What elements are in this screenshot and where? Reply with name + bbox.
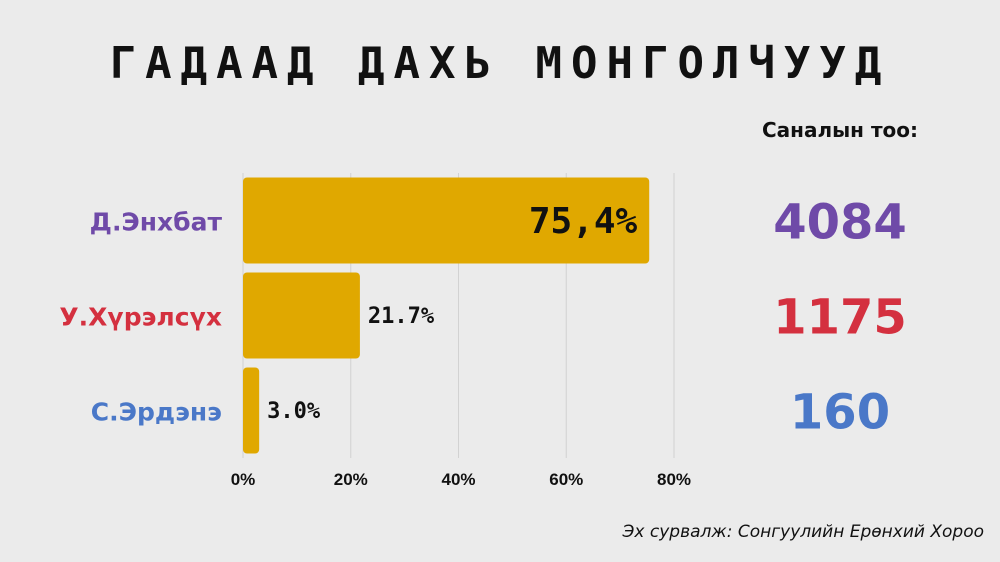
source-note: Эх сурвалж: Сонгуулийн Ерөнхий Хороо [622, 522, 984, 542]
bar-2 [243, 367, 260, 454]
vote-count-0: 4084 [773, 195, 907, 251]
bar-0 [243, 177, 650, 264]
vote-count-1: 1175 [773, 290, 907, 346]
category-label-0: Д.Энхбат [90, 208, 223, 237]
votes-header: Саналын тоо: [761, 118, 919, 142]
x-tick-label-3: 60% [549, 470, 583, 489]
x-tick-label-4: 80% [657, 470, 691, 489]
bar-1 [243, 272, 360, 359]
x-tick-label-1: 20% [334, 470, 368, 489]
value-label-0: 75,4% [529, 201, 638, 242]
category-label-1: У.Хүрэлсүх [59, 303, 222, 332]
x-tick-label-0: 0% [231, 470, 256, 489]
x-tick-label-2: 40% [441, 470, 475, 489]
value-label-2: 3.0% [267, 399, 321, 424]
chart-title: ГАДААД ДАХЬ МОНГОЛЧУУД [109, 38, 891, 89]
value-label-1: 21.7% [368, 304, 435, 329]
category-label-2: С.Эрдэнэ [91, 398, 222, 427]
vote-count-2: 160 [790, 385, 890, 441]
